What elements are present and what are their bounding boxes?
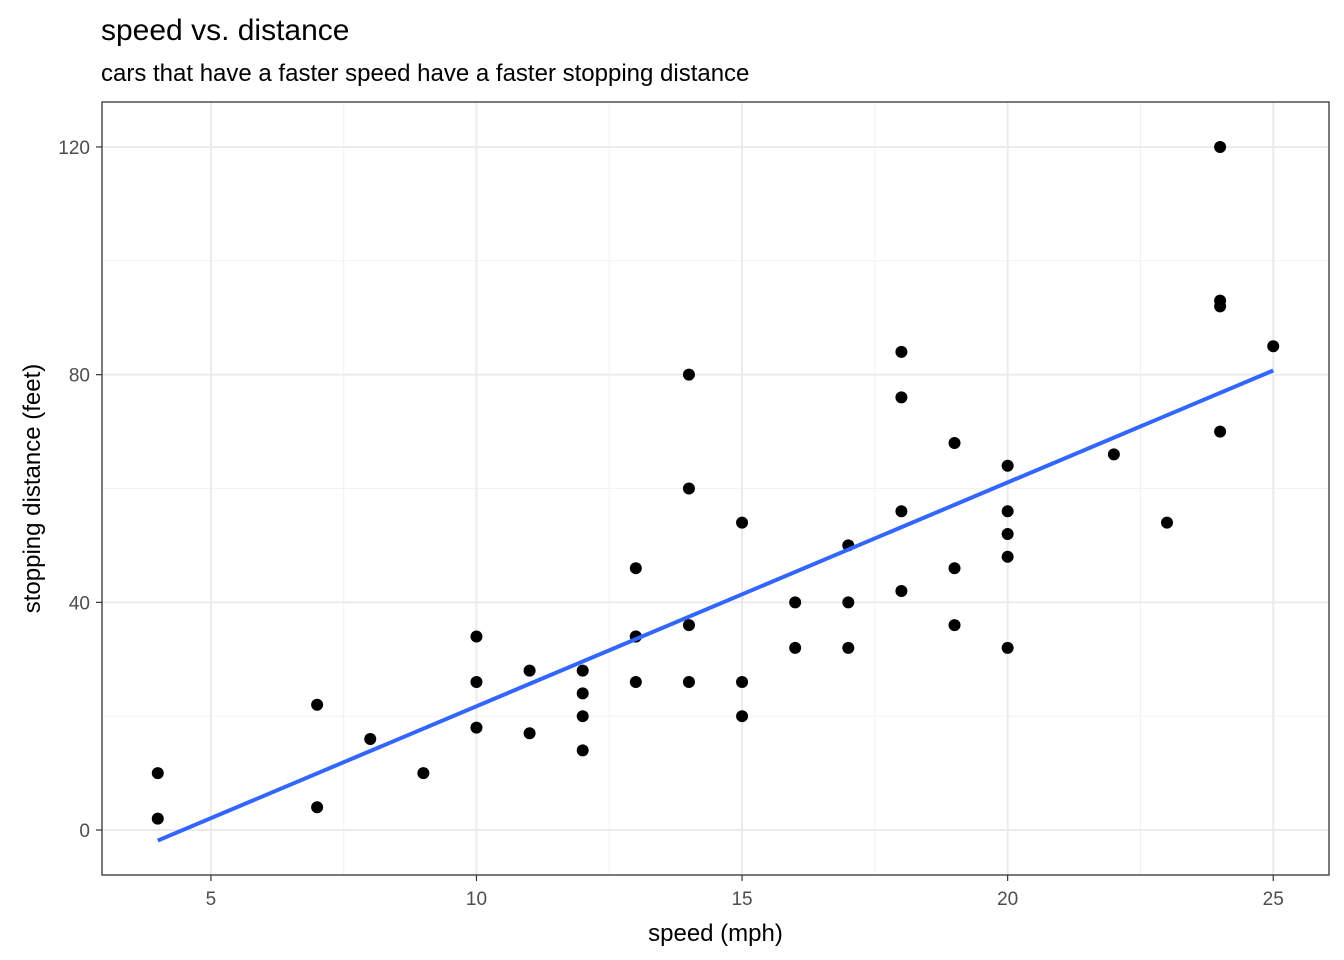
data-point <box>682 619 695 632</box>
data-point <box>948 619 961 632</box>
data-point <box>1214 294 1227 307</box>
data-point <box>523 727 536 740</box>
data-point <box>576 710 589 723</box>
data-point <box>576 744 589 757</box>
plot-panel <box>101 101 1330 876</box>
trend-line <box>156 368 1275 843</box>
data-point <box>736 516 749 529</box>
data-point <box>1107 448 1120 461</box>
x-axis-title: speed (mph) <box>648 920 783 947</box>
data-point <box>576 687 589 700</box>
data-points <box>151 140 1280 825</box>
data-point <box>1214 425 1227 438</box>
x-tick-label: 10 <box>466 889 487 910</box>
data-point <box>629 562 642 575</box>
y-tick-label: 0 <box>79 821 90 842</box>
data-point <box>895 345 908 358</box>
trend-line-group <box>156 368 1275 843</box>
y-tick-label: 120 <box>58 138 90 159</box>
data-point <box>1001 550 1014 563</box>
data-point <box>789 641 802 654</box>
y-axis-title: stopping distance (feet) <box>19 364 46 613</box>
data-point <box>311 698 324 711</box>
data-point <box>576 664 589 677</box>
data-point <box>364 732 377 745</box>
x-tick-label: 5 <box>206 889 217 910</box>
data-point <box>1160 516 1173 529</box>
data-point <box>736 676 749 689</box>
data-point <box>151 767 164 780</box>
data-point <box>895 584 908 597</box>
data-point <box>311 801 324 814</box>
data-point <box>682 676 695 689</box>
x-tick-label: 15 <box>731 889 752 910</box>
data-point <box>470 676 483 689</box>
chart-title: speed vs. distance <box>101 14 349 47</box>
minor-gridlines <box>102 102 1329 875</box>
major-gridlines <box>102 102 1329 875</box>
data-point <box>1001 528 1014 541</box>
chart-subtitle: cars that have a faster speed have a fas… <box>101 60 749 87</box>
data-point <box>895 505 908 518</box>
y-tick-label: 80 <box>69 366 90 387</box>
data-point <box>1001 459 1014 472</box>
data-point <box>682 482 695 495</box>
data-point <box>789 596 802 609</box>
data-point <box>682 368 695 381</box>
data-point <box>842 641 855 654</box>
data-point <box>736 710 749 723</box>
x-tick-label: 20 <box>997 889 1018 910</box>
data-point <box>470 721 483 734</box>
data-point <box>1214 140 1227 153</box>
data-point <box>948 436 961 449</box>
x-axis: 5 10 15 20 25 <box>206 875 1284 910</box>
y-axis: 0 40 80 120 <box>58 138 102 842</box>
data-point <box>895 391 908 404</box>
data-point <box>470 630 483 643</box>
x-tick-label: 25 <box>1263 889 1284 910</box>
data-point <box>1267 340 1280 353</box>
data-point <box>417 767 430 780</box>
data-point <box>948 562 961 575</box>
data-point <box>1001 505 1014 518</box>
data-point <box>523 664 536 677</box>
data-point <box>151 812 164 825</box>
panel-border <box>101 101 1330 876</box>
y-tick-label: 40 <box>69 593 90 614</box>
data-point <box>1001 641 1014 654</box>
data-point <box>629 676 642 689</box>
data-point <box>842 596 855 609</box>
